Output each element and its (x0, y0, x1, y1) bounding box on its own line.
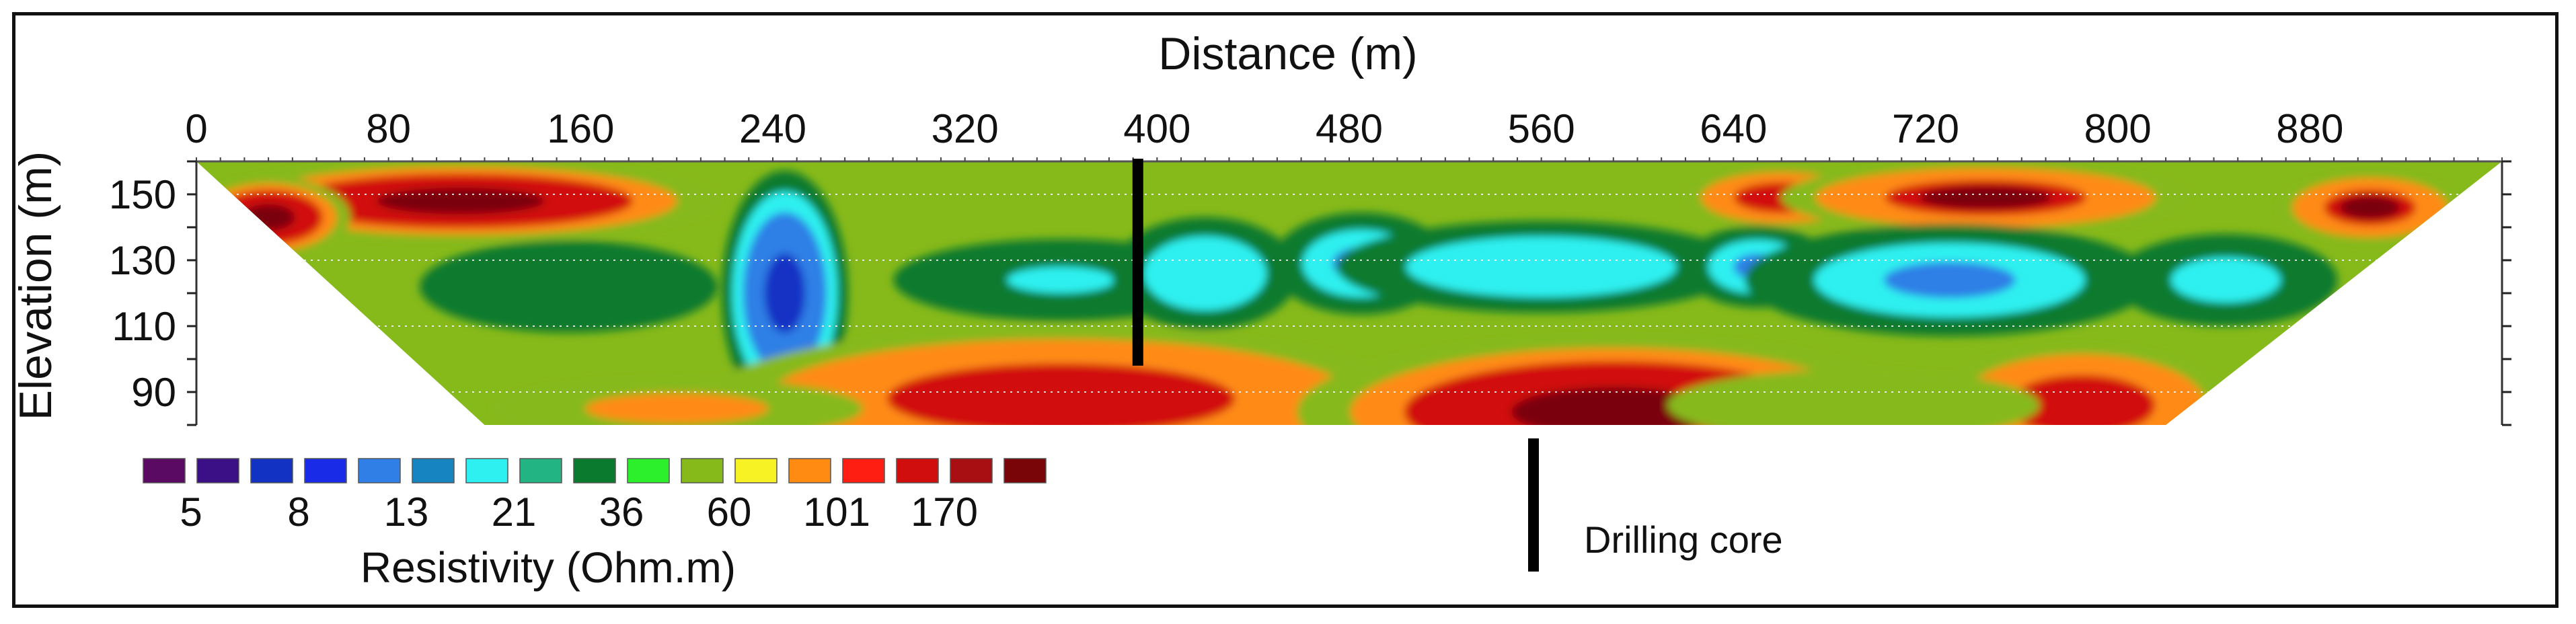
y-axis-ticks: 90 110 130 150 (109, 172, 176, 415)
x-axis-ticks: 0 80 160 240 320 400 480 560 640 720 800 880 (185, 106, 2343, 151)
y-axis-title: Elevation (m) (10, 151, 61, 421)
drilling-markers (1132, 159, 1143, 366)
anomaly-contour (1007, 266, 1115, 293)
anomaly-contour (764, 254, 806, 333)
anomaly-contour (1793, 393, 1914, 417)
colorbar-swatch (519, 458, 562, 483)
anomaly-contour (376, 188, 545, 214)
anomaly-contour (616, 398, 737, 419)
colorbar-label: 5 (180, 490, 202, 535)
y-tick-label: 150 (109, 172, 176, 217)
colorbar-swatch (950, 458, 993, 483)
resistivity-anomaly (707, 327, 1415, 425)
colorbar-swatch (304, 458, 347, 483)
drilling-core-marker (1132, 159, 1143, 366)
colorbar-swatch (465, 458, 508, 483)
colorbar-label: 170 (911, 490, 978, 535)
colorbar-swatch (143, 458, 186, 483)
colorbar-swatch (573, 458, 616, 483)
resistivity-section (196, 161, 2502, 425)
x-tick-label: 800 (2084, 106, 2152, 151)
colorbar-label: 21 (492, 490, 537, 535)
resistivity-anomaly (420, 240, 718, 333)
anomaly-contour (946, 375, 1176, 422)
axes-box (187, 157, 2511, 426)
x-tick-label: 720 (1892, 106, 1959, 151)
x-tick-label: 240 (739, 106, 806, 151)
colorbar-swatch (842, 458, 885, 483)
figure-frame (12, 12, 2559, 608)
y-tick-label: 110 (112, 304, 176, 349)
resistivity-anomaly (196, 176, 350, 259)
colorbar-swatch (788, 458, 831, 483)
x-tick-label: 320 (932, 106, 999, 151)
resistivity-anomaly (2114, 234, 2338, 326)
x-tick-label: 480 (1316, 106, 1383, 151)
colorbar-swatch (1003, 458, 1047, 483)
colorbar-swatch (250, 458, 293, 483)
colorbar-label: 101 (803, 490, 870, 535)
resistivity-anomaly (1932, 344, 2231, 425)
anomaly-contour (2033, 385, 2130, 425)
resistivity-anomaly (2277, 171, 2463, 243)
x-tick-label: 560 (1508, 106, 1575, 151)
resistivity-anomaly (1112, 217, 1299, 330)
x-tick-label: 400 (1123, 106, 1190, 151)
resistivity-anomaly (1780, 161, 2191, 234)
colorbar-label: 60 (707, 490, 752, 535)
gridlines (196, 194, 2502, 393)
anomaly-contour (1883, 262, 2016, 299)
colorbar-title: Resistivity (Ohm.m) (361, 543, 736, 592)
x-tick-label: 160 (547, 106, 614, 151)
colorbar-swatch (196, 458, 239, 483)
x-tick-label: 0 (185, 106, 207, 151)
x-tick-label: 640 (1700, 106, 1767, 151)
y-tick-label: 130 (109, 238, 176, 283)
colorbar-swatch (627, 458, 670, 483)
x-tick-label: 880 (2276, 106, 2343, 151)
colorbar-label: 36 (599, 490, 644, 535)
anomaly-contour (521, 272, 617, 302)
anomaly-contour (1920, 186, 2052, 210)
drilling-core-legend-bar (1528, 438, 1539, 572)
anomaly-contour (1475, 251, 1607, 282)
anomaly-contour (2189, 265, 2262, 295)
resistivity-anomaly (721, 170, 848, 416)
colorbar-swatch (358, 458, 401, 483)
resistivity-anomaly (1745, 223, 2155, 336)
colorbar-label: 8 (287, 490, 309, 535)
colorbar-swatch (681, 458, 724, 483)
y-tick-label: 90 (131, 370, 176, 415)
resistivity-anomaly (1667, 369, 2040, 425)
x-tick-label: 80 (366, 106, 411, 151)
anomaly-contour (241, 204, 295, 231)
colorbar: 5 8 13 21 36 60 101 170 (143, 458, 1047, 535)
colorbar-swatch (412, 458, 455, 483)
anomaly-contour (1511, 387, 1716, 425)
colorbar-label: 13 (384, 490, 429, 535)
resistivity-anomaly (490, 377, 863, 425)
colorbar-swatch (734, 458, 778, 483)
colorbar-swatch (896, 458, 939, 483)
x-axis-title: Distance (m) (1158, 28, 1417, 79)
anomaly-contour (1175, 255, 1236, 292)
drilling-core-legend-label: Drilling core (1584, 518, 1783, 561)
anomaly-contour (2339, 196, 2400, 219)
resistivity-anomaly (1336, 221, 1747, 313)
